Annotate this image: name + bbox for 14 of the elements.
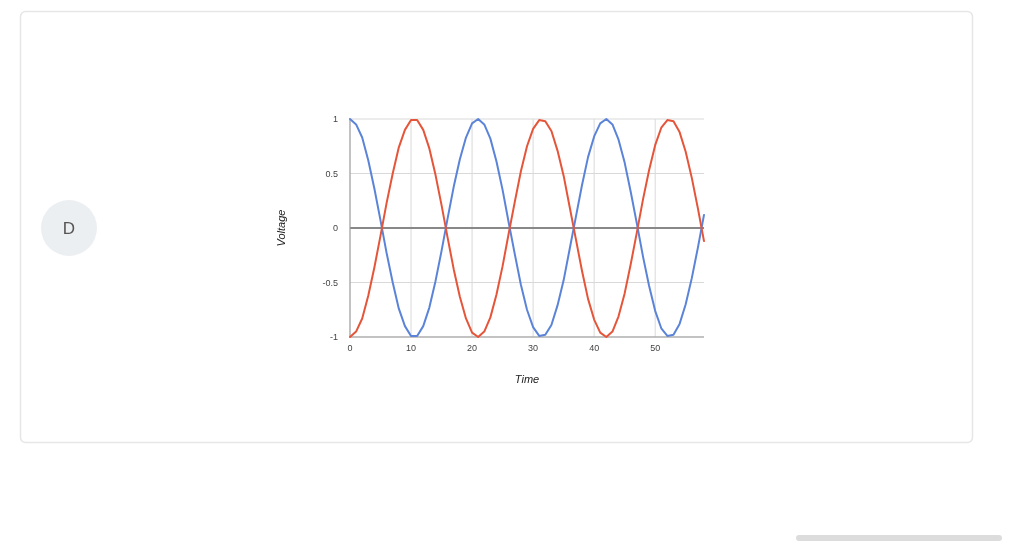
x-tick-label: 20 [467,343,478,353]
y-axis-title: Voltage [275,209,287,247]
text: D [62,219,76,238]
x-tick-label: 50 [650,343,661,353]
x-tick-label: 30 [528,343,539,353]
y-tick-label: 0.5 [325,168,338,179]
x-tick-label: 10 [406,343,417,353]
y-tick-label: 0 [332,223,338,233]
x-tick-label: 40 [589,343,600,353]
x-tick-label: 0 [347,343,353,353]
x-axis-title: Time [514,373,540,385]
y-tick-label: 1 [332,114,338,124]
y-tick-label: -0.5 [322,277,338,288]
y-tick-label: -1 [329,332,338,342]
